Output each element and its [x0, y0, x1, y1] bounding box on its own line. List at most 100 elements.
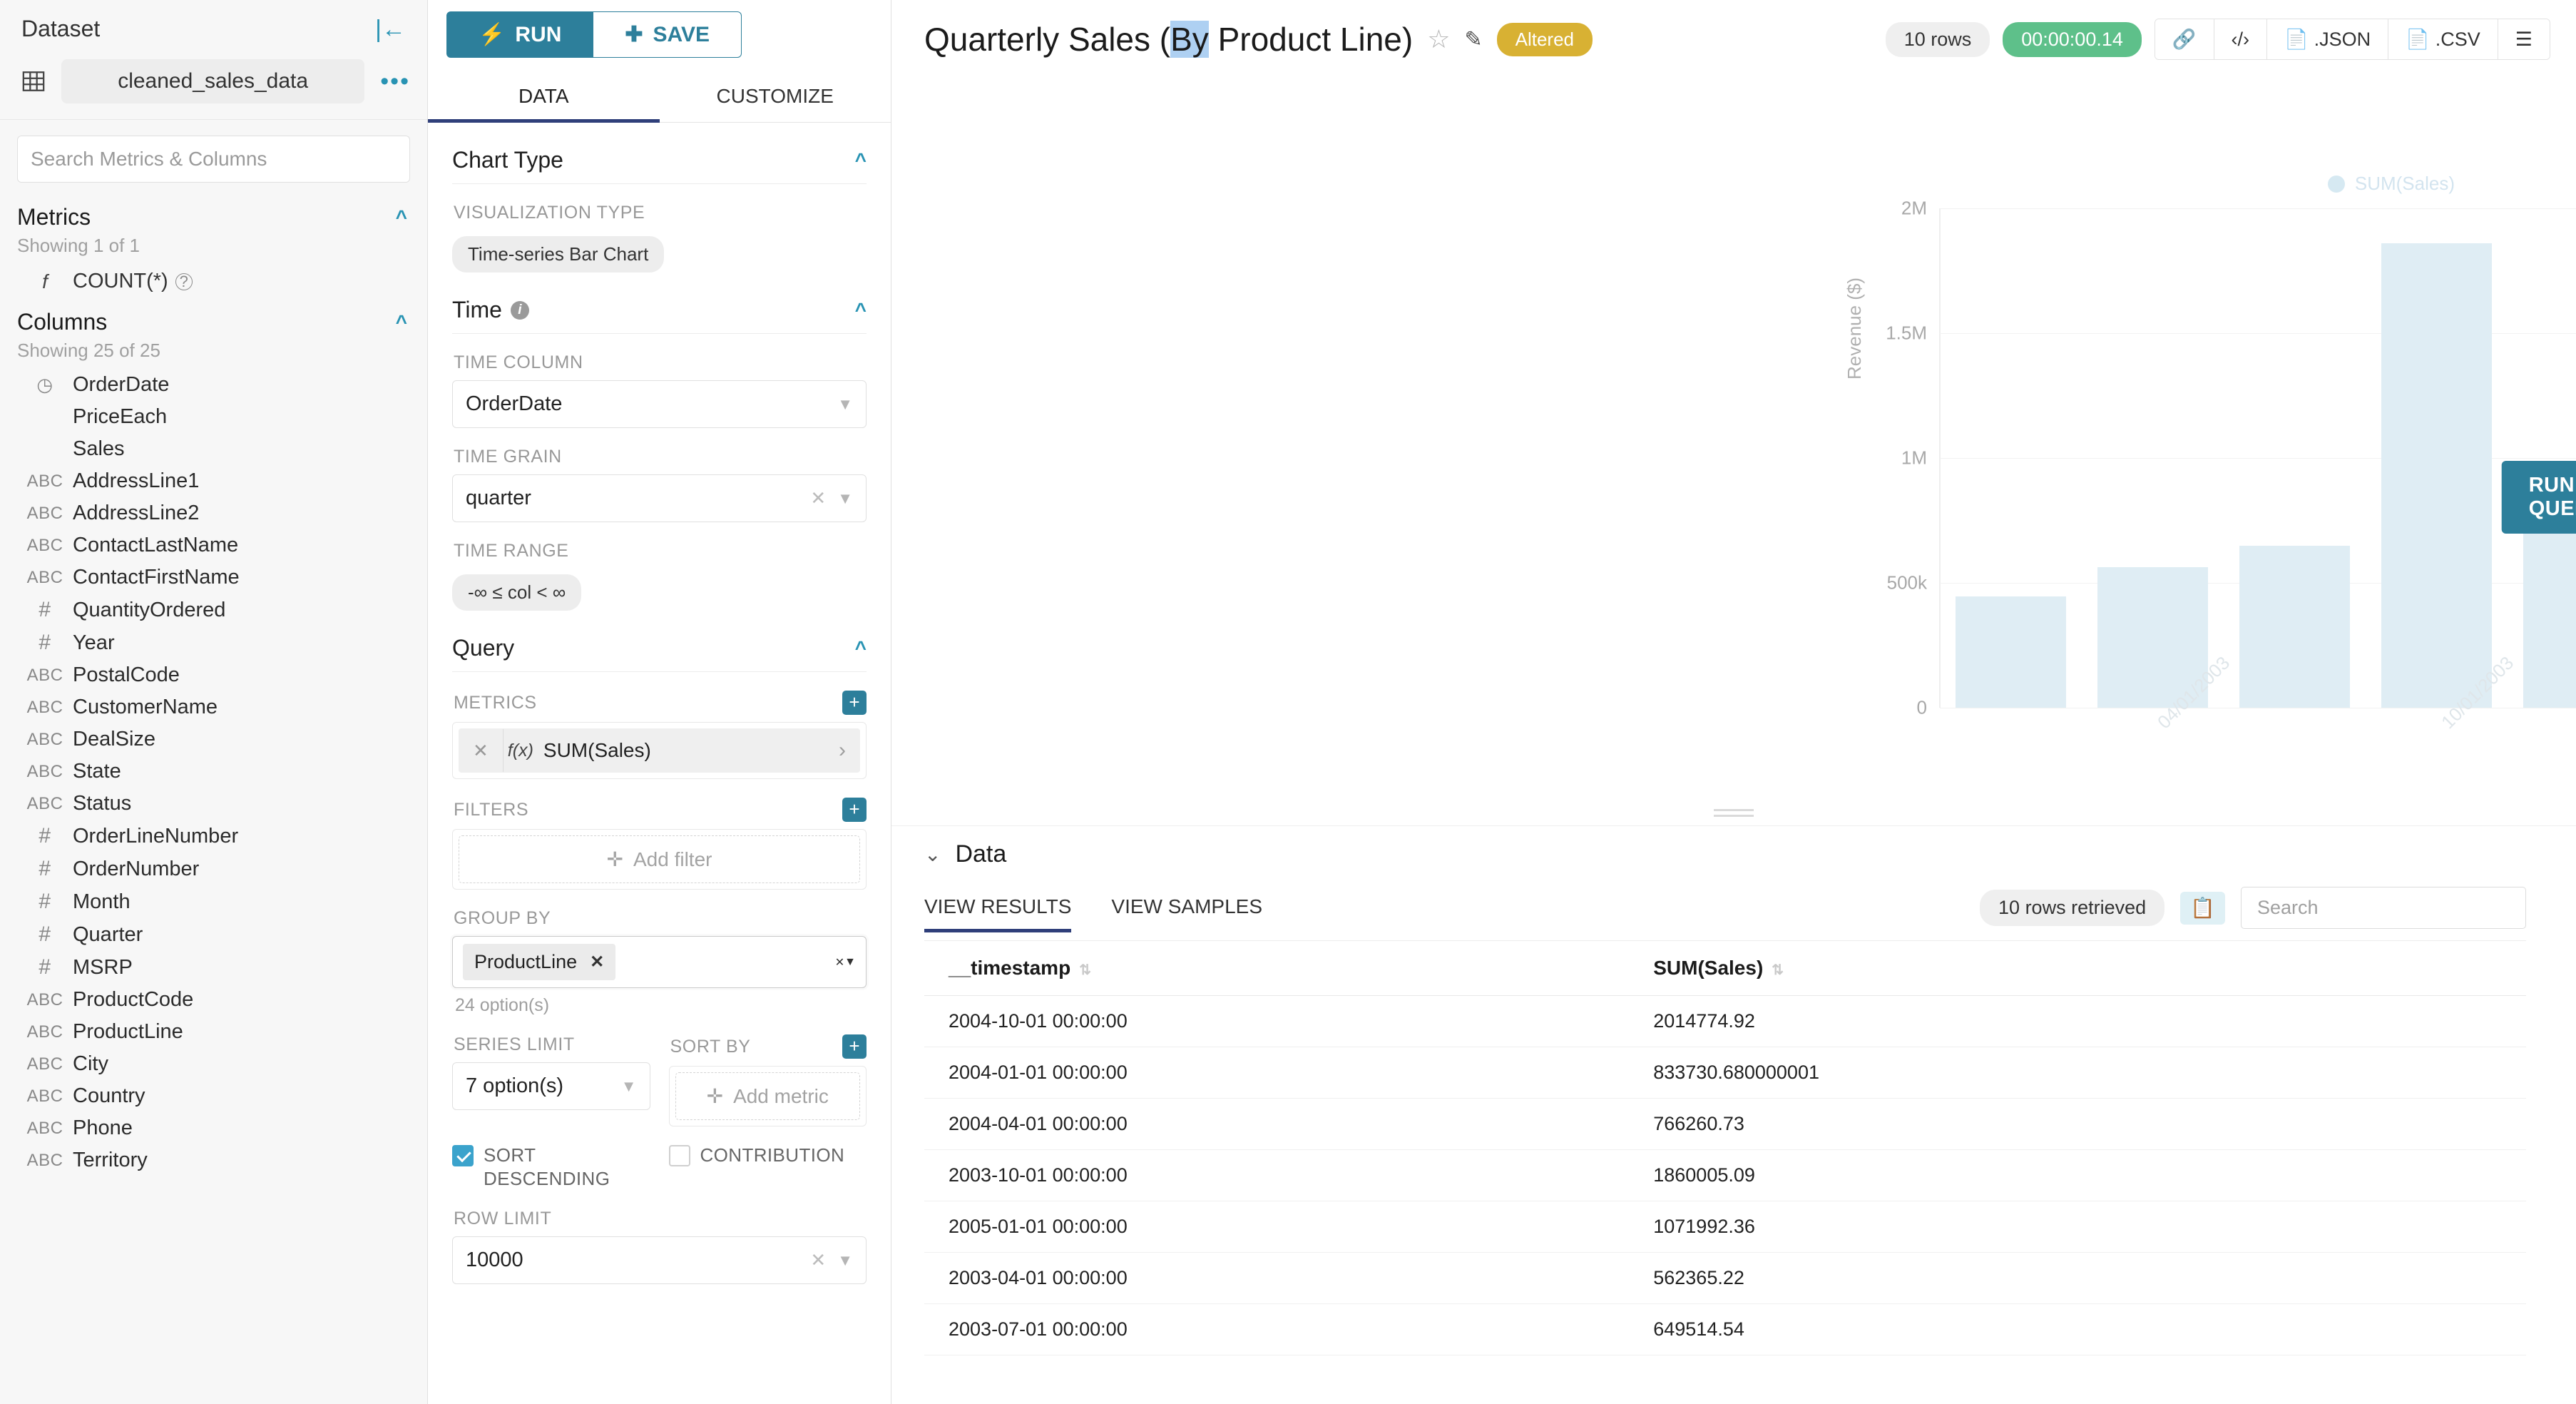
column-item[interactable]: Sales — [0, 433, 427, 465]
chart-bar[interactable] — [2239, 545, 2351, 708]
time-grain-select[interactable]: quarter ✕ ▼ — [452, 474, 867, 522]
remove-group-by-icon[interactable]: ✕ — [590, 952, 605, 972]
collapse-left-icon[interactable]: |← — [375, 15, 406, 43]
column-item[interactable]: ABC ContactLastName — [0, 529, 427, 561]
add-filter-button[interactable]: + — [842, 798, 867, 822]
column-item[interactable]: PriceEach — [0, 401, 427, 433]
column-item-label: Territory — [73, 1149, 148, 1171]
table-row[interactable]: 2003-07-01 00:00:00 649514.54 — [924, 1303, 2526, 1355]
table-row[interactable]: 2005-01-01 00:00:00 1071992.36 — [924, 1201, 2526, 1253]
sort-descending-checkbox[interactable]: SORT DESCENDING — [452, 1144, 650, 1190]
chart-legend[interactable]: SUM(Sales) — [2327, 173, 2455, 195]
chart-type-section-header[interactable]: Chart Type ^ — [452, 123, 867, 184]
table-row[interactable]: 2004-04-01 00:00:00 766260.73 — [924, 1098, 2526, 1150]
ellipsis-icon[interactable]: ••• — [380, 67, 410, 95]
column-item[interactable]: ABC AddressLine2 — [0, 497, 427, 529]
star-icon[interactable]: ☆ — [1427, 24, 1451, 54]
run-button[interactable]: ⚡ RUN — [446, 11, 594, 58]
column-item[interactable]: ABC DealSize — [0, 723, 427, 756]
column-header-sum-sales[interactable]: SUM(Sales) ⇅ — [1629, 940, 2526, 996]
column-item[interactable]: ABC Status — [0, 788, 427, 820]
chart-bar[interactable] — [2381, 243, 2493, 708]
help-icon[interactable]: ? — [175, 273, 193, 290]
row-limit-select[interactable]: 10000 ✕ ▼ — [452, 1236, 867, 1284]
column-item[interactable]: # OrderLineNumber — [0, 820, 427, 853]
download-csv-button[interactable]: 📄 .CSV — [2388, 19, 2498, 59]
copy-icon[interactable]: 📋 — [2180, 891, 2225, 925]
column-item[interactable]: ABC PostalCode — [0, 659, 427, 691]
column-item[interactable]: ABC CustomerName — [0, 691, 427, 723]
search-input[interactable]: Search Metrics & Columns — [17, 136, 410, 183]
column-item[interactable]: ABC ProductCode — [0, 984, 427, 1016]
group-by-select[interactable]: ProductLine ✕ ✕ ▼ — [452, 936, 867, 988]
column-item[interactable]: ABC Country — [0, 1080, 427, 1112]
table-row[interactable]: 2003-10-01 00:00:00 1860005.09 — [924, 1149, 2526, 1201]
column-item[interactable]: # QuantityOrdered — [0, 594, 427, 626]
dataset-name[interactable]: cleaned_sales_data — [61, 59, 365, 103]
metrics-section-header[interactable]: Metrics ^ — [0, 194, 427, 230]
table-row[interactable]: 2003-04-01 00:00:00 562365.22 — [924, 1252, 2526, 1304]
save-button[interactable]: ✚ SAVE — [593, 11, 742, 58]
clear-icon[interactable]: ✕ — [810, 487, 827, 509]
download-json-button[interactable]: 📄 .JSON — [2266, 19, 2389, 59]
column-item[interactable]: ABC Territory — [0, 1144, 427, 1176]
time-section-header[interactable]: Time i ^ — [452, 273, 867, 334]
chevron-up-icon[interactable]: ^ — [854, 148, 867, 171]
series-limit-select[interactable]: 7 option(s) ▼ — [452, 1062, 650, 1110]
column-item[interactable]: ◷ OrderDate — [0, 369, 427, 401]
column-item[interactable]: ABC State — [0, 756, 427, 788]
time-column-select[interactable]: OrderDate ▼ — [452, 380, 867, 428]
columns-section-header[interactable]: Columns ^ — [0, 299, 427, 335]
data-panel-header[interactable]: ⌄ Data — [924, 826, 2526, 887]
column-item[interactable]: # Quarter — [0, 918, 427, 951]
chevron-up-icon[interactable]: ^ — [395, 205, 407, 228]
remove-metric-icon[interactable]: ✕ — [473, 739, 489, 761]
chart-bar[interactable] — [2523, 499, 2576, 708]
add-sort-metric-button[interactable]: + — [842, 1034, 867, 1059]
column-item[interactable]: # Month — [0, 885, 427, 918]
run-query-tooltip-button[interactable]: RUN QUERY — [2501, 461, 2576, 534]
tab-view-samples[interactable]: VIEW SAMPLES — [1111, 895, 1263, 917]
time-range-value[interactable]: -∞ ≤ col < ∞ — [452, 574, 582, 611]
column-item[interactable]: ABC ContactFirstName — [0, 561, 427, 594]
column-item[interactable]: ABC ProductLine — [0, 1016, 427, 1048]
column-item[interactable]: ABC City — [0, 1048, 427, 1080]
chart-bar[interactable] — [1955, 596, 2067, 708]
column-item[interactable]: # MSRP — [0, 951, 427, 984]
clear-icon[interactable]: ✕ — [834, 956, 845, 969]
add-sort-metric-dropzone[interactable]: ✛ Add metric — [675, 1072, 860, 1120]
table-row[interactable]: 2004-01-01 00:00:00 833730.680000001 — [924, 1047, 2526, 1099]
metric-chip[interactable]: ✕ f(x) SUM(Sales) › — [459, 728, 860, 773]
chevron-up-icon[interactable]: ^ — [854, 298, 867, 321]
column-item[interactable]: # OrderNumber — [0, 853, 427, 885]
column-item[interactable]: # Year — [0, 626, 427, 659]
column-item[interactable]: ABC Phone — [0, 1112, 427, 1144]
chevron-down-icon[interactable]: ⌄ — [924, 843, 941, 865]
page-title[interactable]: Quarterly Sales (By Product Line) — [924, 20, 1413, 58]
info-icon[interactable]: i — [510, 300, 529, 320]
add-filter-dropzone[interactable]: ✛ Add filter — [459, 835, 860, 883]
chevron-up-icon[interactable]: ^ — [395, 310, 407, 333]
link-icon[interactable]: 🔗 — [2155, 19, 2214, 59]
query-section-header[interactable]: Query ^ — [452, 611, 867, 672]
contribution-checkbox[interactable]: CONTRIBUTION — [668, 1144, 867, 1190]
resize-handle[interactable] — [891, 800, 2576, 825]
table-row[interactable]: 2004-10-01 00:00:00 2014774.92 — [924, 995, 2526, 1047]
sidebar-metric-count[interactable]: f COUNT(*) ? — [0, 264, 427, 299]
column-item[interactable]: ABC AddressLine1 — [0, 465, 427, 497]
hamburger-menu-icon[interactable]: ☰ — [2498, 19, 2550, 59]
add-metric-button[interactable]: + — [842, 691, 867, 715]
column-header-timestamp[interactable]: __timestamp ⇅ — [924, 940, 1630, 996]
chevron-up-icon[interactable]: ^ — [854, 636, 867, 659]
tab-data[interactable]: DATA — [428, 73, 660, 123]
data-search-input[interactable]: Search — [2241, 887, 2526, 929]
clear-icon[interactable]: ✕ — [810, 1249, 827, 1271]
visualization-type-value[interactable]: Time-series Bar Chart — [452, 236, 665, 273]
code-icon[interactable]: ‹/› — [2214, 19, 2267, 59]
chart-bar[interactable] — [2097, 567, 2209, 708]
edit-properties-icon[interactable]: ✎ — [1464, 27, 1483, 51]
status-badge[interactable]: Altered — [1496, 22, 1593, 56]
tab-view-results[interactable]: VIEW RESULTS — [924, 895, 1072, 932]
tab-customize[interactable]: CUSTOMIZE — [716, 85, 834, 107]
chevron-right-icon[interactable]: › — [839, 738, 846, 762]
